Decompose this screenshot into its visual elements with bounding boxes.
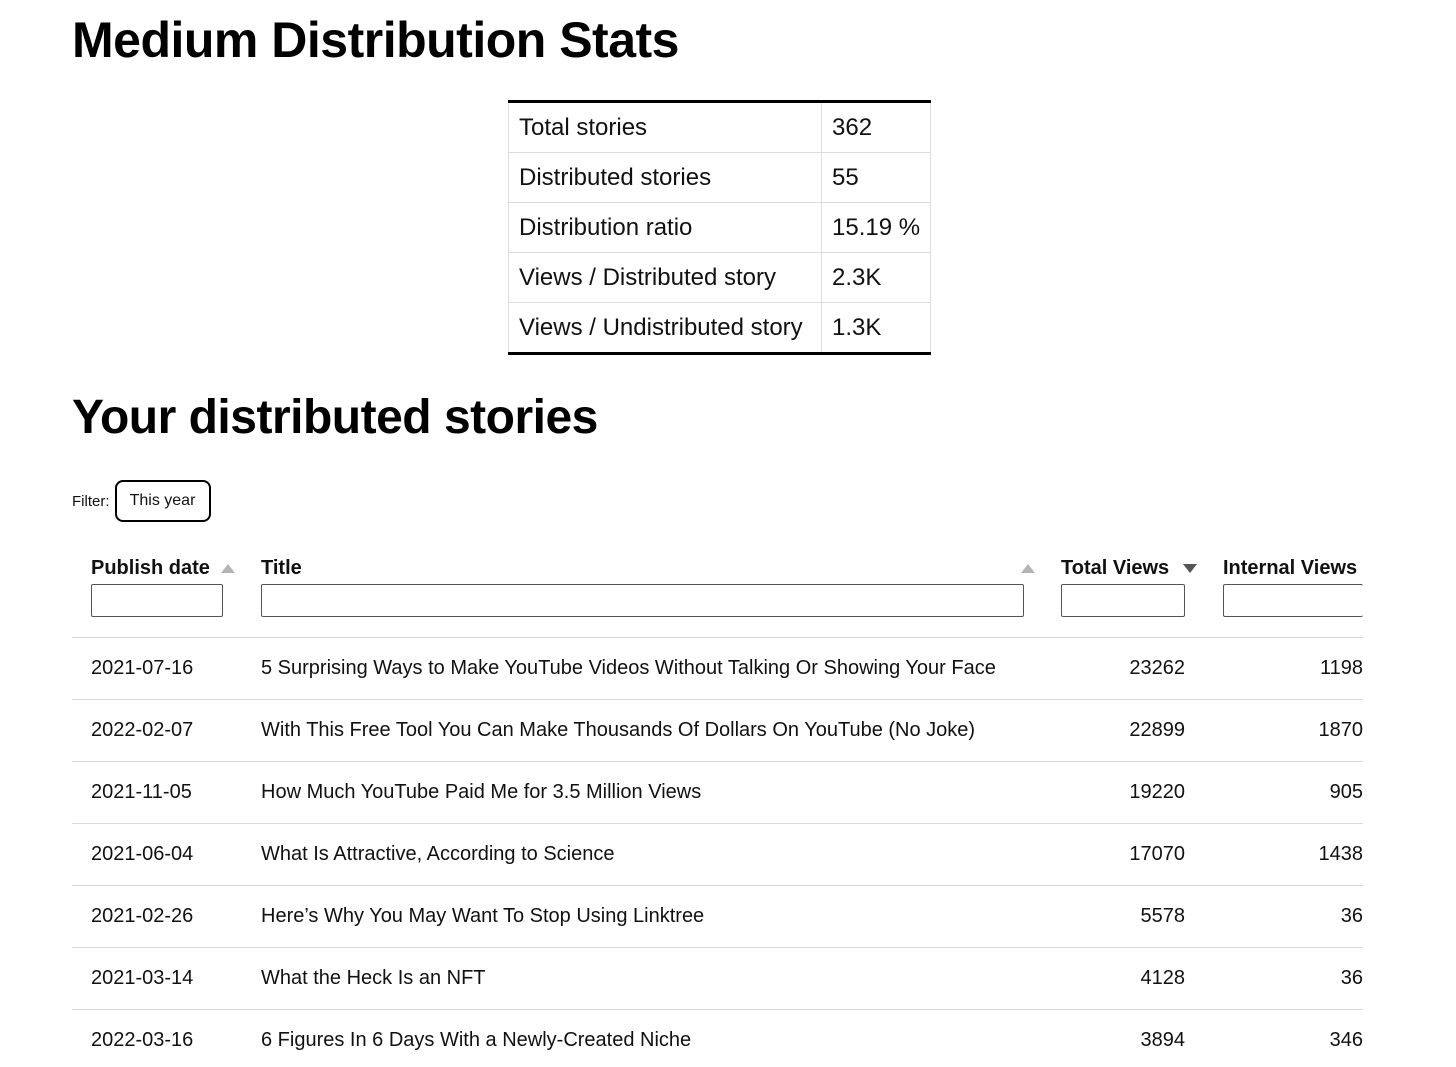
publish-date-cell: 2021-03-14 [91, 967, 194, 989]
publish-date-cell: 2022-03-16 [91, 1029, 194, 1051]
internal-views-cell: 36 [1340, 905, 1363, 927]
publish-date-filter-input[interactable] [91, 584, 223, 617]
publish-date-cell: 2021-02-26 [91, 905, 194, 927]
filter-label: Filter: [72, 492, 110, 510]
internal-views-cell: 1438 [1318, 843, 1364, 865]
summary-table: Total stories 362 Distributed stories 55… [508, 100, 932, 355]
internal-views-cell: 346 [1329, 1029, 1363, 1051]
column-header-total-views[interactable]: Total Views [1061, 557, 1170, 579]
table-row[interactable]: 2022-03-16 6 Figures In 6 Days With a Ne… [72, 1010, 1363, 1067]
total-views-cell: 22899 [1129, 719, 1185, 741]
column-header-title[interactable]: Title [261, 557, 302, 579]
publish-date-cell: 2021-06-04 [91, 843, 194, 865]
table-row[interactable]: 2021-06-04 What Is Attractive, According… [72, 824, 1363, 886]
table-row[interactable]: 2022-02-07 With This Free Tool You Can M… [72, 700, 1363, 762]
title-cell: Here’s Why You May Want To Stop Using Li… [261, 905, 705, 927]
summary-value: 2.3K [820, 252, 932, 303]
page-title: Medium Distribution Stats [72, 12, 679, 68]
summary-label: Total stories [508, 101, 822, 153]
publish-date-cell: 2022-02-07 [91, 719, 194, 741]
summary-label: Views / Distributed story [508, 252, 822, 303]
table-row[interactable]: 2021-11-05 How Much YouTube Paid Me for … [72, 762, 1363, 824]
sort-descending-icon[interactable] [1183, 564, 1197, 573]
section-title: Your distributed stories [72, 391, 598, 444]
summary-value: 362 [820, 101, 932, 153]
summary-row: Total stories 362 [508, 101, 932, 153]
summary-label: Distributed stories [508, 152, 822, 203]
total-views-cell: 4128 [1140, 967, 1186, 989]
table-row[interactable]: 2021-03-14 What the Heck Is an NFT 4128 … [72, 948, 1363, 1010]
summary-value: 1.3K [820, 302, 932, 354]
title-cell: With This Free Tool You Can Make Thousan… [261, 719, 976, 741]
total-views-cell: 23262 [1129, 657, 1185, 679]
table-row[interactable]: 2021-02-26 Here’s Why You May Want To St… [72, 886, 1363, 948]
publish-date-cell: 2021-07-16 [91, 657, 194, 679]
column-header-internal-views[interactable]: Internal Views [1223, 557, 1358, 579]
internal-views-filter-input[interactable] [1223, 584, 1363, 617]
table-row[interactable]: 2021-07-16 5 Surprising Ways to Make You… [72, 638, 1363, 700]
table-header: Publish date Title Total Views Internal … [72, 550, 1363, 638]
total-views-cell: 3894 [1140, 1029, 1186, 1051]
internal-views-cell: 905 [1329, 781, 1363, 803]
summary-label: Views / Undistributed story [508, 302, 822, 354]
publish-date-cell: 2021-11-05 [91, 781, 192, 803]
total-views-cell: 17070 [1129, 843, 1185, 865]
title-cell: 6 Figures In 6 Days With a Newly-Created… [261, 1029, 692, 1051]
column-header-publish-date[interactable]: Publish date [91, 557, 210, 579]
title-cell: What Is Attractive, According to Science [261, 843, 615, 865]
total-views-cell: 19220 [1129, 781, 1185, 803]
total-views-cell: 5578 [1140, 905, 1186, 927]
title-cell: What the Heck Is an NFT [261, 967, 486, 989]
sort-ascending-icon[interactable] [221, 564, 235, 573]
filter-bar: Filter: This year [72, 480, 211, 522]
summary-value: 15.19 % [820, 202, 932, 253]
summary-row: Views / Undistributed story 1.3K [508, 302, 932, 354]
internal-views-cell: 1870 [1318, 719, 1364, 741]
summary-row: Distributed stories 55 [508, 152, 932, 203]
sort-ascending-icon[interactable] [1021, 564, 1035, 573]
this-year-filter-button[interactable]: This year [114, 480, 211, 522]
internal-views-cell: 1198 [1319, 657, 1363, 679]
title-filter-input[interactable] [261, 584, 1024, 617]
summary-value: 55 [820, 152, 932, 203]
title-cell: 5 Surprising Ways to Make YouTube Videos… [261, 657, 996, 679]
total-views-filter-input[interactable] [1061, 584, 1185, 617]
stories-table: Publish date Title Total Views Internal … [72, 550, 1363, 1067]
summary-row: Distribution ratio 15.19 % [508, 202, 932, 253]
title-cell: How Much YouTube Paid Me for 3.5 Million… [261, 781, 702, 803]
summary-row: Views / Distributed story 2.3K [508, 252, 932, 303]
internal-views-cell: 36 [1340, 967, 1363, 989]
summary-label: Distribution ratio [508, 202, 822, 253]
